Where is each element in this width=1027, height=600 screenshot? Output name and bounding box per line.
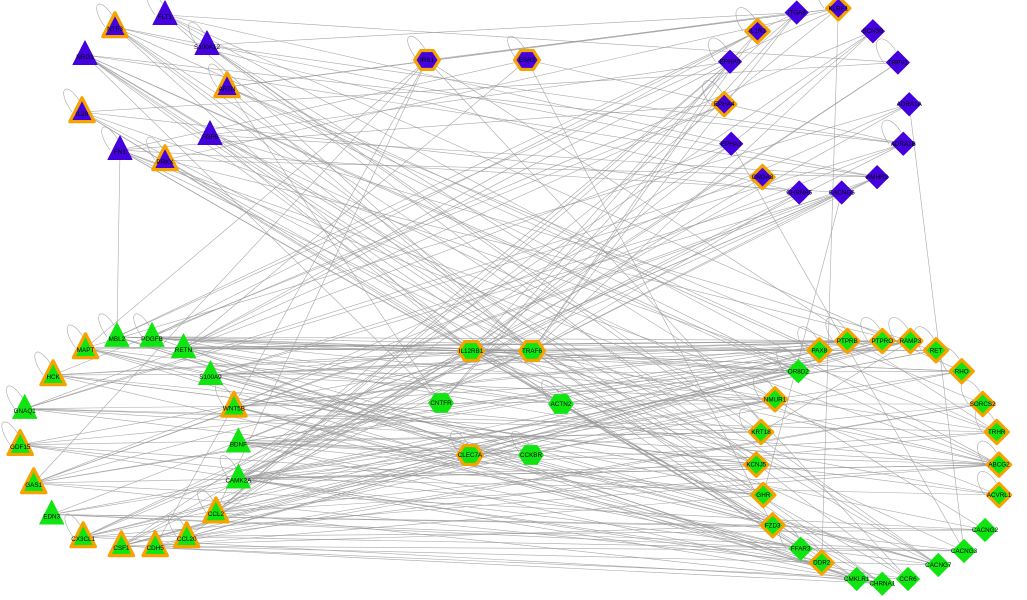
svg-text:CCL20: CCL20 [177,536,197,543]
svg-text:KCNJ5: KCNJ5 [746,462,766,469]
svg-text:IL20: IL20 [76,111,89,118]
svg-text:RHO: RHO [955,368,969,375]
svg-text:ABCG2: ABCG2 [988,462,1010,469]
svg-text:GAS1: GAS1 [25,482,42,489]
svg-text:KLRF1: KLRF1 [828,5,848,12]
svg-text:GHR: GHR [756,492,770,499]
svg-text:EPHA3: EPHA3 [721,141,742,148]
svg-text:KRT18: KRT18 [751,429,771,436]
svg-text:MBL2: MBL2 [109,336,126,343]
svg-text:NRG1: NRG1 [76,54,94,61]
svg-text:CACNG5: CACNG5 [829,190,856,197]
svg-text:CHRNA5: CHRNA5 [786,190,812,197]
svg-text:CACNG3: CACNG3 [951,548,978,555]
svg-text:FN1: FN1 [114,149,126,156]
svg-text:PTPRB: PTPRB [837,338,858,345]
svg-text:EPHA5: EPHA5 [720,59,741,66]
svg-text:CCKBR: CCKBR [520,452,542,459]
svg-text:ESR2: ESR2 [519,57,536,64]
svg-text:EDN3: EDN3 [43,514,60,521]
svg-text:PDGFB: PDGFB [141,336,163,343]
svg-text:TRHR: TRHR [988,429,1006,436]
svg-text:DDR2: DDR2 [813,560,831,567]
svg-text:CCL2: CCL2 [208,511,225,518]
svg-text:CSF1: CSF1 [113,545,130,552]
svg-text:RETN: RETN [175,347,193,354]
svg-text:CLEC7A: CLEC7A [458,452,483,459]
svg-text:NMUR1: NMUR1 [764,396,787,403]
svg-text:S100A12: S100A12 [194,44,220,51]
svg-text:TRAF6: TRAF6 [522,348,542,355]
svg-text:RET: RET [930,347,943,354]
svg-text:BDNF: BDNF [230,442,247,449]
svg-text:ADRA1B: ADRA1B [891,141,916,148]
svg-text:OR8D2: OR8D2 [788,368,809,375]
svg-text:ADRA1A: ADRA1A [897,101,923,108]
svg-text:WNT5B: WNT5B [223,406,245,413]
svg-text:MAPT: MAPT [77,347,95,354]
svg-text:FLT1: FLT1 [158,14,173,21]
svg-text:RAMP3: RAMP3 [899,338,921,345]
svg-text:CACNG7: CACNG7 [925,562,952,569]
svg-text:NTF3: NTF3 [107,26,123,33]
svg-text:CHRNA1: CHRNA1 [869,581,895,588]
svg-text:FZD3: FZD3 [765,522,781,529]
svg-text:CACNG2: CACNG2 [972,527,999,534]
svg-text:FGF6: FGF6 [202,134,219,141]
svg-text:GDF15: GDF15 [10,444,31,451]
svg-text:ACVRL1: ACVRL1 [987,492,1012,499]
svg-text:HCK: HCK [46,374,60,381]
svg-text:SORCS2: SORCS2 [970,401,996,408]
svg-text:PAX8: PAX8 [811,347,827,354]
svg-text:CAMK2A: CAMK2A [225,478,252,485]
svg-text:FFAR3: FFAR3 [791,546,811,553]
svg-text:AMHR2: AMHR2 [866,174,889,181]
svg-text:ACTN2: ACTN2 [551,401,572,408]
svg-text:CCR6: CCR6 [899,576,917,583]
svg-text:ARTN: ARTN [218,86,235,93]
svg-text:PTPRO: PTPRO [871,338,893,345]
svg-text:ITGA8: ITGA8 [788,10,807,17]
svg-text:S100A9: S100A9 [199,374,222,381]
svg-text:CNTFR: CNTFR [430,400,452,407]
svg-text:IRS1: IRS1 [420,57,434,64]
svg-text:CDH5: CDH5 [147,545,165,552]
svg-text:GNAQ1: GNAQ1 [14,408,37,415]
svg-text:IL12RB1: IL12RB1 [459,348,484,355]
svg-text:TRPV1: TRPV1 [888,60,909,67]
svg-text:IL1R2: IL1R2 [749,28,766,35]
svg-text:CNGA3: CNGA3 [752,174,774,181]
svg-text:CMKLR1: CMKLR1 [844,576,870,583]
svg-text:EPHA4: EPHA4 [714,101,735,108]
svg-text:SCN3B: SCN3B [862,28,883,35]
svg-text:CX3CL1: CX3CL1 [71,536,95,543]
svg-text:PRKX: PRKX [156,159,174,166]
